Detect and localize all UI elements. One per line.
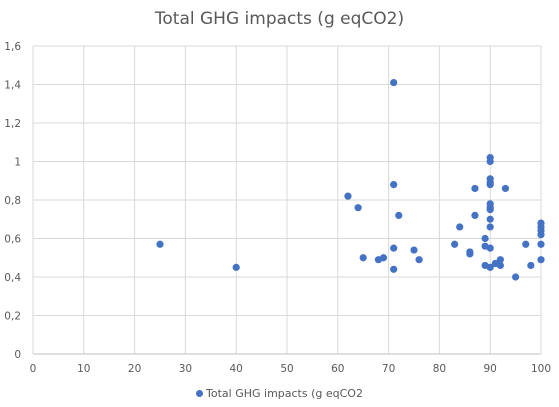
data-point xyxy=(486,244,494,252)
x-tick-label: 90 xyxy=(484,363,497,375)
x-tick-label: 10 xyxy=(77,363,90,375)
data-point xyxy=(537,256,545,264)
data-point xyxy=(522,240,530,248)
x-tick-label: 50 xyxy=(280,363,293,375)
legend: Total GHG impacts (g eqCO2 xyxy=(0,387,559,400)
data-point xyxy=(456,223,464,231)
data-point xyxy=(486,263,494,271)
y-tick-label: 1,4 xyxy=(4,80,21,92)
y-tick-label: 0,8 xyxy=(4,195,21,207)
data-point xyxy=(496,256,504,264)
data-point xyxy=(486,181,494,189)
data-point xyxy=(354,204,362,212)
x-tick-label: 60 xyxy=(331,363,344,375)
x-tick-label: 0 xyxy=(30,363,37,375)
y-tick-label: 0,6 xyxy=(4,234,21,246)
y-tick-label: 0,2 xyxy=(4,311,21,323)
data-point xyxy=(390,265,398,273)
data-point xyxy=(395,211,403,219)
y-tick-label: 0 xyxy=(14,349,21,361)
data-point xyxy=(390,78,398,87)
data-point xyxy=(156,240,164,248)
data-point xyxy=(501,184,510,193)
x-tick-label: 80 xyxy=(433,363,446,375)
data-point xyxy=(486,157,494,166)
data-point xyxy=(390,181,398,189)
y-tick-label: 1 xyxy=(14,157,21,169)
legend-label: Total GHG impacts (g eqCO2 xyxy=(206,387,363,400)
data-point xyxy=(481,234,489,243)
x-tick-label: 70 xyxy=(382,363,395,375)
data-point xyxy=(471,184,479,193)
data-point xyxy=(410,246,418,254)
data-point xyxy=(537,231,545,239)
data-point xyxy=(486,223,494,231)
x-tick-label: 100 xyxy=(531,363,551,375)
data-point xyxy=(466,248,474,256)
y-tick-label: 1,6 xyxy=(4,41,21,53)
data-point xyxy=(359,254,367,262)
data-point xyxy=(471,211,479,219)
data-point xyxy=(527,261,535,270)
x-tick-label: 40 xyxy=(230,363,243,375)
legend-marker xyxy=(196,390,204,397)
data-point xyxy=(344,192,352,200)
y-tick-label: 0,4 xyxy=(4,272,21,284)
x-tick-label: 20 xyxy=(128,363,141,375)
data-point xyxy=(537,240,545,248)
y-tick-label: 1,2 xyxy=(4,118,21,130)
data-point xyxy=(390,244,398,252)
data-point xyxy=(496,261,504,270)
data-point xyxy=(232,263,240,271)
x-tick-label: 30 xyxy=(179,363,192,375)
data-point xyxy=(451,240,459,248)
data-point xyxy=(486,206,494,214)
chart-title: Total GHG impacts (g eqCO2) xyxy=(154,9,405,29)
data-point xyxy=(415,256,423,264)
data-point xyxy=(379,254,388,262)
data-point xyxy=(511,273,520,281)
data-point xyxy=(486,215,494,223)
